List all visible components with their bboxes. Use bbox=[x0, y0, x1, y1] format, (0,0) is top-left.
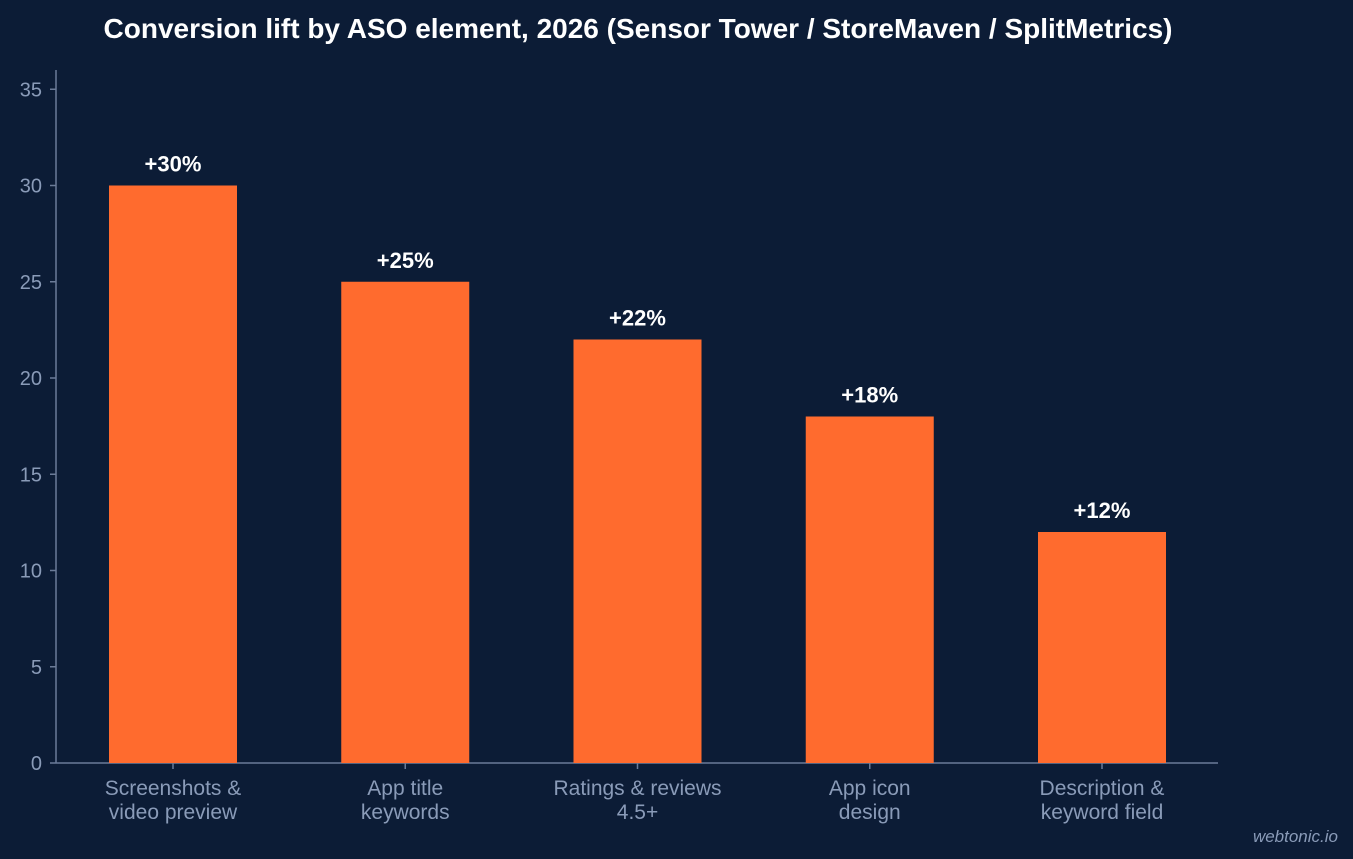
bar bbox=[573, 339, 702, 763]
bar-data-label: +12% bbox=[1074, 498, 1131, 523]
bar bbox=[109, 185, 237, 763]
x-tick-label: Ratings & reviews 4.5+ bbox=[553, 777, 721, 824]
y-tick-label: 20 bbox=[20, 368, 42, 390]
bar-data-label: +18% bbox=[841, 383, 898, 408]
bar bbox=[1038, 532, 1166, 763]
x-tick-label: Screenshots & video preview bbox=[105, 777, 242, 824]
y-tick-label: 15 bbox=[20, 464, 42, 486]
bar-data-label: +22% bbox=[609, 306, 666, 331]
x-tick-label: App title keywords bbox=[361, 777, 450, 824]
y-axis: 0 5 10 15 20 25 30 35 bbox=[20, 70, 57, 775]
watermark-text: webtonic.io bbox=[1253, 827, 1338, 846]
chart-title: Conversion lift by ASO element, 2026 (Se… bbox=[104, 13, 1173, 44]
y-tick-label: 30 bbox=[20, 176, 42, 198]
bar bbox=[805, 416, 934, 763]
data-labels-group: +30% +25% +22% +18% +12% bbox=[145, 152, 1131, 524]
x-axis bbox=[56, 762, 1218, 769]
bar-data-label: +25% bbox=[377, 248, 434, 273]
x-tick-label: App icon design bbox=[829, 777, 911, 824]
bar bbox=[341, 281, 470, 763]
bar-data-label: +30% bbox=[145, 152, 202, 177]
y-tick-label: 0 bbox=[31, 753, 42, 775]
x-tick-label: Description & keyword field bbox=[1040, 777, 1165, 824]
y-tick-label: 10 bbox=[20, 561, 42, 583]
y-tick-label: 35 bbox=[20, 79, 42, 101]
y-tick-label: 5 bbox=[31, 657, 42, 679]
y-tick-label: 25 bbox=[20, 272, 42, 294]
category-labels-group: Screenshots & video preview App title keywo… bbox=[105, 777, 1165, 824]
bars-group bbox=[109, 185, 1166, 763]
